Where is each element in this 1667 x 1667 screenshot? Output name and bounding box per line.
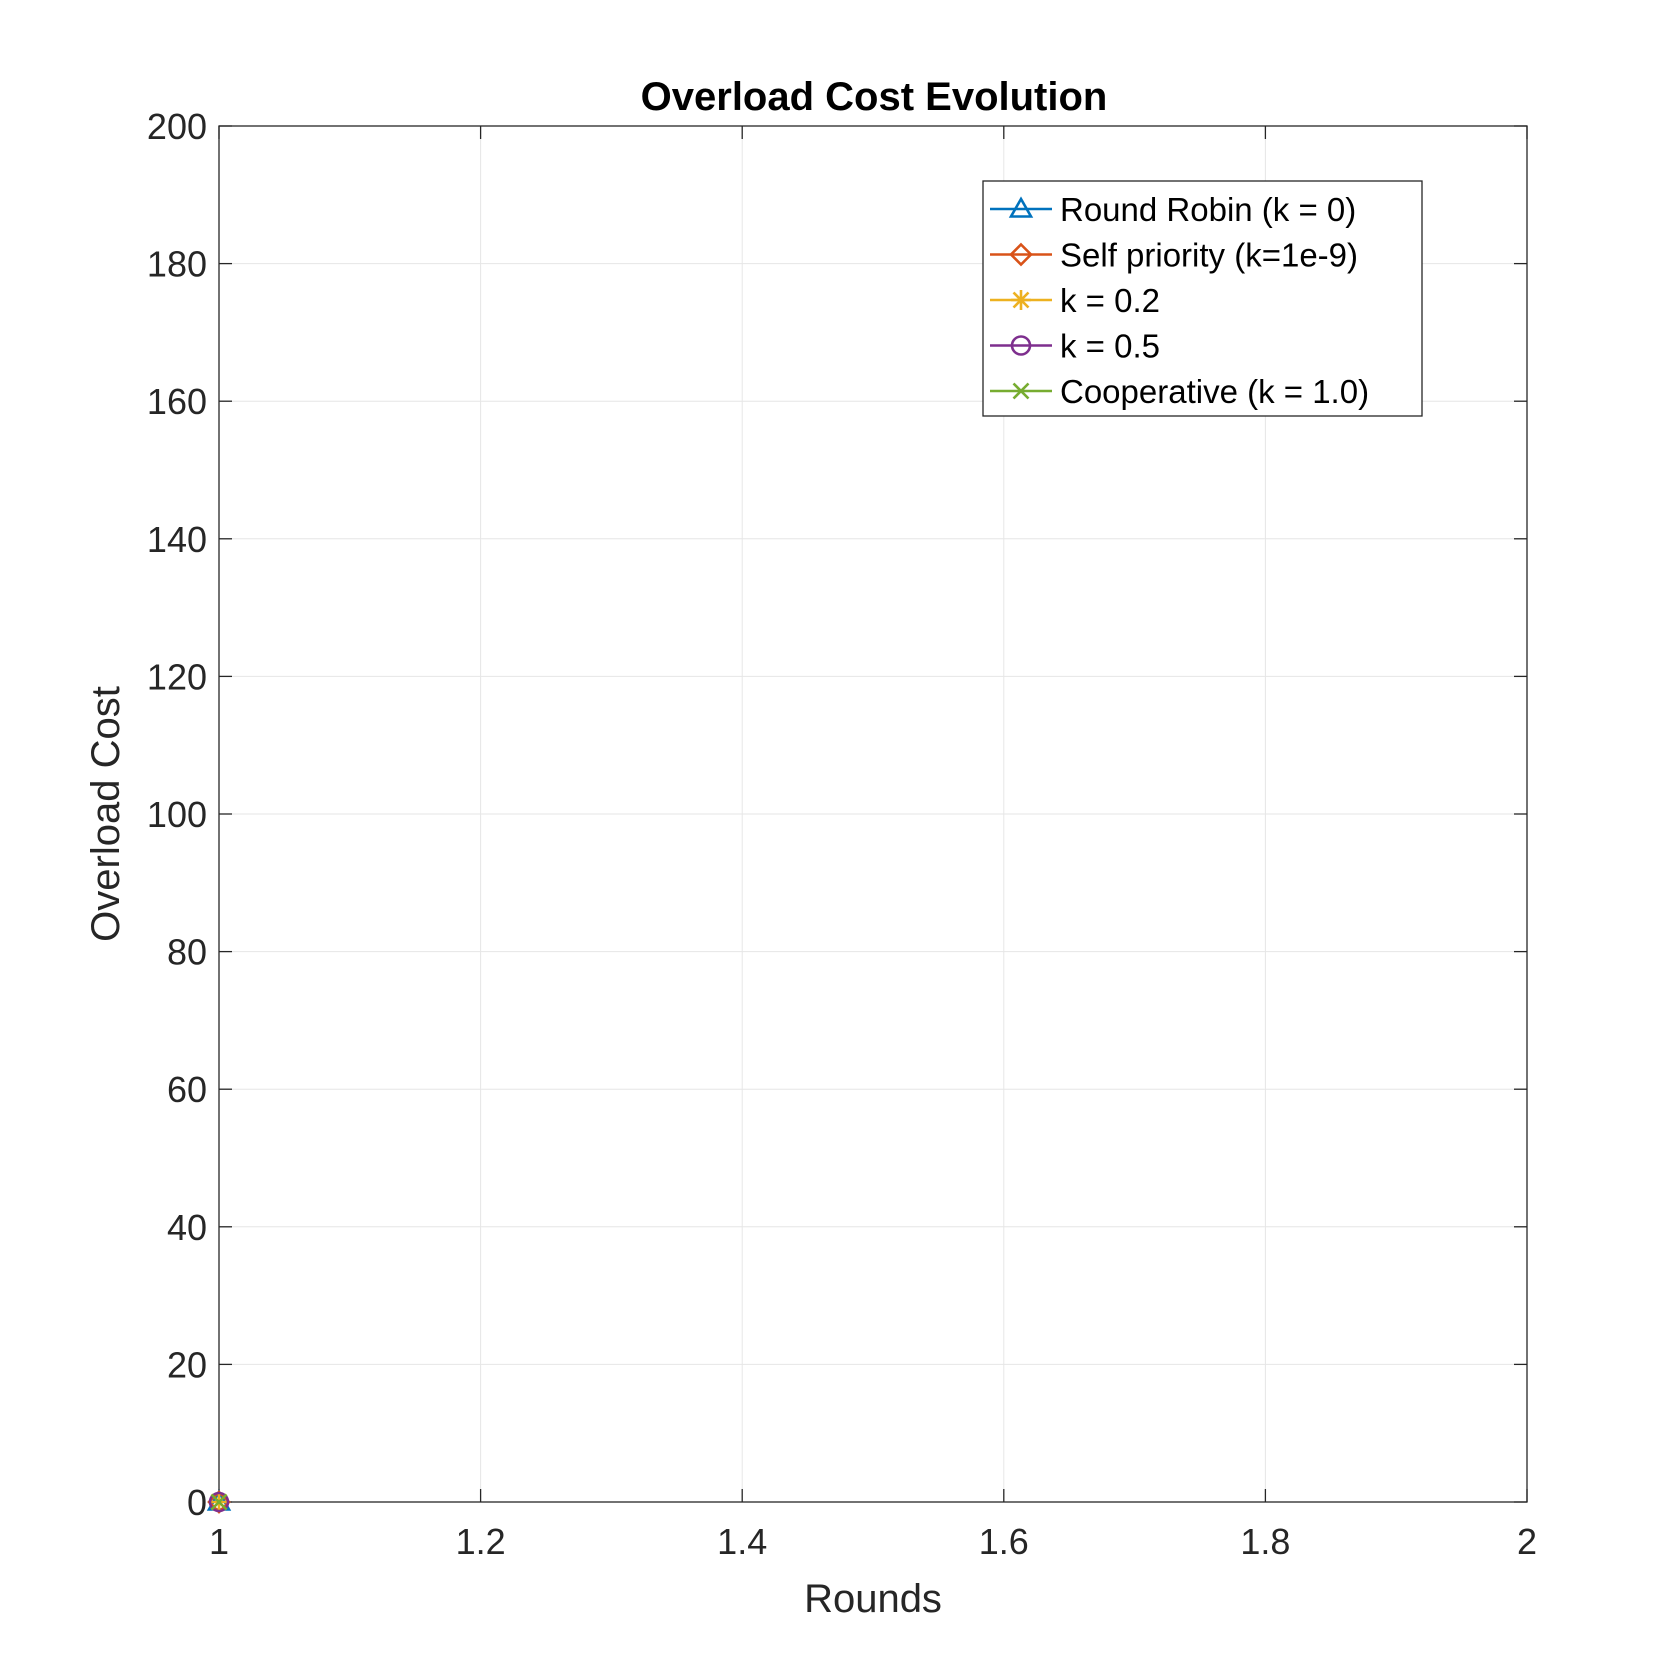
marker-stroke xyxy=(1012,382,1030,400)
y-tick-label: 0 xyxy=(187,1482,207,1523)
y-tick-label: 140 xyxy=(147,519,207,560)
y-tick-label: 40 xyxy=(167,1207,207,1248)
chart-title: Overload Cost Evolution xyxy=(641,75,1108,119)
legend-label: Cooperative (k = 1.0) xyxy=(1060,373,1369,410)
series-marker-asterisk xyxy=(1011,290,1031,310)
legend-label: k = 0.2 xyxy=(1060,282,1160,319)
series-4 xyxy=(208,1491,230,1513)
legend-item: Self priority (k=1e-9) xyxy=(990,237,1358,274)
y-axis-label: Overload Cost xyxy=(84,686,128,942)
x-tick-label: 1.2 xyxy=(456,1521,506,1562)
series-layer xyxy=(206,1489,232,1514)
legend-item: k = 0.2 xyxy=(990,282,1160,319)
y-tick-label: 60 xyxy=(167,1069,207,1110)
series-5 xyxy=(210,1493,228,1511)
y-tick-label: 80 xyxy=(167,932,207,973)
legend-box xyxy=(982,180,1423,417)
marker-stroke xyxy=(1012,291,1030,309)
legend: Round Robin (k = 0) Self priority (k=1e-9… xyxy=(982,180,1423,417)
series-marker-diamond xyxy=(1009,242,1033,267)
x-axis-label: Rounds xyxy=(804,1577,942,1621)
y-tick-label: 100 xyxy=(147,794,207,835)
series-marker-triangle xyxy=(1008,196,1034,218)
legend-item: Round Robin (k = 0) xyxy=(990,191,1356,228)
legend-label: Self priority (k=1e-9) xyxy=(1060,237,1358,274)
marker-stroke xyxy=(210,1493,228,1511)
series-marker-circle xyxy=(1010,335,1032,356)
legend-label: k = 0.5 xyxy=(1060,328,1160,365)
legend-item: Cooperative (k = 1.0) xyxy=(990,373,1369,410)
series-marker-circle xyxy=(208,1491,230,1513)
y-tick-label: 20 xyxy=(167,1344,207,1385)
x-tick-label: 1 xyxy=(209,1521,229,1562)
y-tick-label: 200 xyxy=(147,106,207,147)
y-tick-label: 120 xyxy=(147,656,207,697)
x-tick-label: 1.6 xyxy=(979,1521,1029,1562)
axes-box xyxy=(218,125,1528,1503)
legend-label: Round Robin (k = 0) xyxy=(1060,191,1356,228)
x-tick-label: 1.4 xyxy=(717,1521,767,1562)
legend-item: k = 0.5 xyxy=(990,328,1160,365)
y-tick-label: 180 xyxy=(147,244,207,285)
y-tick-label: 160 xyxy=(147,381,207,422)
x-tick-label: 1.8 xyxy=(1240,1521,1290,1562)
x-tick-labels: 1 1.2 1.4 1.6 1.8 2 xyxy=(209,1521,1537,1562)
y-tick-labels: 0 20 40 60 80 100 120 140 160 180 200 xyxy=(147,106,207,1523)
series-marker-x xyxy=(1012,382,1030,400)
x-tick-label: 2 xyxy=(1517,1521,1537,1562)
series-marker-x xyxy=(210,1493,228,1511)
